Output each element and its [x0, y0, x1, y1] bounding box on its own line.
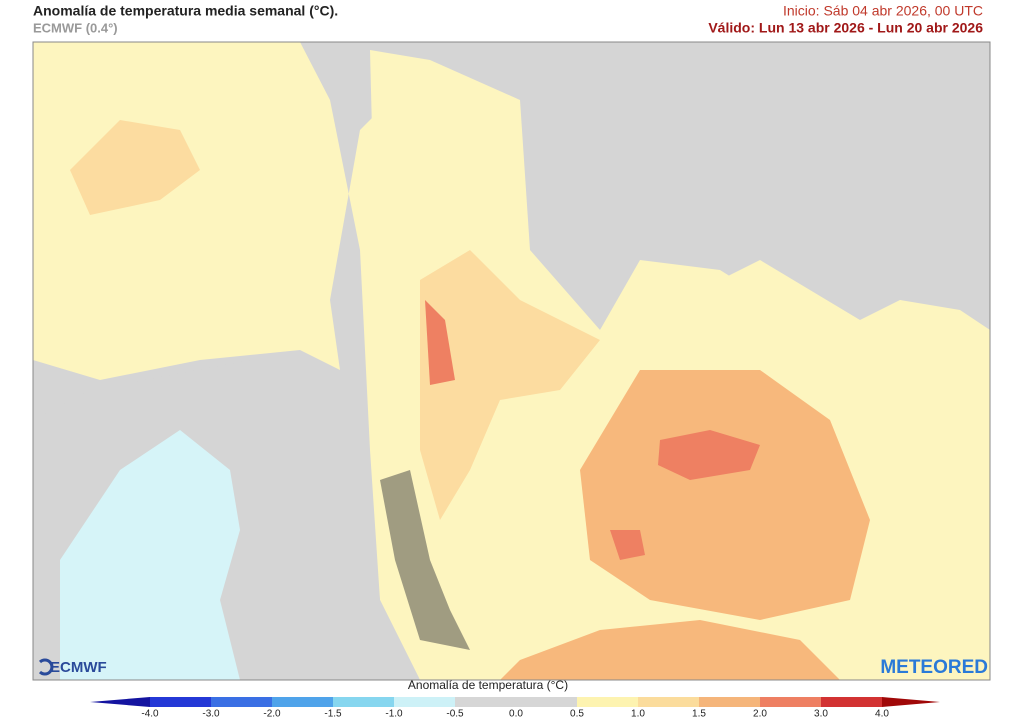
title: Anomalía de temperatura media semanal (°…	[33, 3, 338, 19]
colorbar-segment	[333, 697, 394, 707]
colorbar-tick-label: -4.0	[141, 709, 159, 720]
colorbar-segment	[455, 697, 516, 707]
colorbar-tick-label: -0.5	[446, 709, 464, 720]
colorbar-segment	[699, 697, 760, 707]
colorbar-tick-label: -3.0	[202, 709, 220, 720]
colorbar-segment	[516, 697, 577, 707]
colorbar-segment	[760, 697, 821, 707]
init-time: Inicio: Sáb 04 abr 2026, 00 UTC	[783, 3, 983, 19]
colorbar-tick-label: 1.5	[692, 709, 706, 720]
colorbar-tick-label: -1.0	[385, 709, 403, 720]
colorbar-under	[90, 697, 150, 707]
colorbar-tick-label: 4.0	[875, 709, 889, 720]
colorbar: -4.0 -3.0 -2.0 -1.5 -1.0 -0.5 0.0 0.5 1.0 1.5 2.0 3…	[90, 697, 940, 720]
colorbar-over	[882, 697, 940, 707]
colorbar-tick-label: -2.0	[263, 709, 281, 720]
colorbar-segment	[577, 697, 638, 707]
valid-time: Válido: Lun 13 abr 2026 - Lun 20 abr 202…	[708, 20, 983, 36]
colorbar-tick-label: -1.5	[324, 709, 342, 720]
colorbar-segment	[150, 697, 211, 707]
colorbar-tick-label: 3.0	[814, 709, 828, 720]
colorbar-tick-label: 2.0	[753, 709, 767, 720]
colorbar-segment	[211, 697, 272, 707]
map: ECMWF METEORED	[32, 41, 991, 681]
meteored-logo: METEORED	[880, 657, 988, 678]
colorbar-segment	[272, 697, 333, 707]
colorbar-title: Anomalía de temperatura (°C)	[408, 678, 568, 692]
colorbar-segment	[821, 697, 882, 707]
model: ECMWF (0.4°)	[33, 20, 118, 35]
colorbar-segment	[638, 697, 699, 707]
colorbar-segment	[394, 697, 455, 707]
colorbar-tick-label: 0.5	[570, 709, 584, 720]
colorbar-tick-label: 0.0	[509, 709, 523, 720]
ecmwf-logo: ECMWF	[50, 659, 107, 676]
colorbar-tick-label: 1.0	[631, 709, 645, 720]
